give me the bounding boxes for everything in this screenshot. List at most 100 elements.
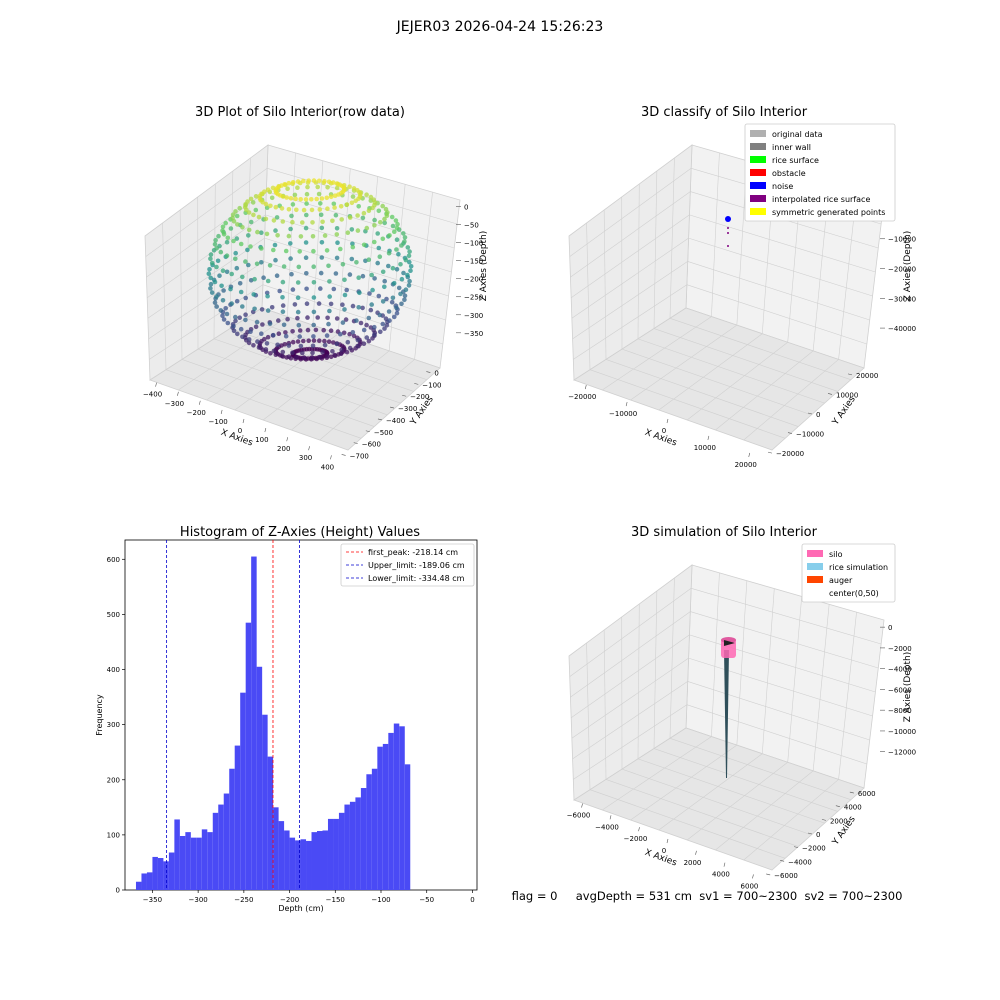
- gridline: [669, 157, 675, 319]
- simulation-objects: [721, 637, 736, 778]
- raw-point: [311, 248, 316, 254]
- raw-point: [399, 276, 405, 282]
- raw-point: [259, 260, 264, 265]
- x-tick-label: 0: [662, 427, 666, 435]
- raw-point: [306, 178, 312, 183]
- pane-floor: [573, 727, 865, 871]
- raw-point: [282, 342, 288, 347]
- hist-bars: [135, 556, 411, 890]
- z-tick-label: 0: [888, 624, 892, 632]
- classify-legend: original data inner wall rice surface obsta…: [744, 123, 896, 222]
- raw-point: [298, 343, 304, 349]
- raw-point: [331, 340, 336, 345]
- raw-point: [295, 339, 301, 344]
- raw-point: [311, 334, 316, 339]
- raw-point: [294, 355, 299, 360]
- raw-point: [322, 338, 327, 344]
- gridline: [234, 333, 339, 411]
- legend-label: interpolated rice surface: [772, 195, 870, 204]
- raw-point: [265, 293, 270, 299]
- raw-point: [326, 179, 332, 185]
- hist-bar: [355, 797, 361, 890]
- raw-point: [347, 184, 352, 189]
- raw-point: [375, 260, 381, 266]
- x-tick-mark: [220, 409, 223, 415]
- raw-point: [342, 292, 348, 298]
- raw-point: [238, 326, 244, 332]
- y-tick-label: −400: [386, 417, 405, 425]
- gridline: [602, 736, 712, 811]
- hist-bar: [333, 818, 339, 890]
- raw-point: [230, 212, 236, 217]
- y-tick-label: −10000: [796, 431, 824, 439]
- raw-point: [251, 292, 256, 297]
- y-tick-mark: [793, 846, 799, 848]
- raw-point: [284, 195, 290, 200]
- raw-point: [390, 265, 396, 271]
- y-tick-label: 0: [116, 887, 120, 895]
- gridline: [688, 657, 873, 717]
- gridline: [711, 572, 720, 737]
- raw-point: [213, 237, 218, 243]
- raw-point: [361, 327, 367, 333]
- raw-point: [326, 321, 331, 327]
- y-tick-mark: [766, 873, 771, 876]
- y-tick-label: 0: [816, 831, 820, 839]
- gridline: [319, 359, 415, 441]
- legend-label: rice simulation: [829, 563, 888, 572]
- y-tick-mark: [807, 412, 813, 415]
- y-tick-label: 200: [107, 776, 120, 784]
- raw-point: [389, 214, 395, 220]
- raw-point: [355, 228, 361, 233]
- raw-point: [334, 185, 340, 191]
- raw-point: [372, 332, 377, 338]
- gridline: [637, 758, 825, 824]
- gridline: [569, 168, 692, 257]
- hist-bar: [251, 556, 257, 890]
- raw-point: [311, 178, 317, 183]
- raw-point: [311, 280, 317, 285]
- raw-point: [394, 305, 399, 311]
- legend-label: silo: [829, 550, 843, 559]
- raw-point: [368, 307, 374, 313]
- z-tick-label: −250: [464, 294, 483, 302]
- raw-point: [401, 231, 406, 236]
- gridline: [569, 588, 692, 677]
- raw-point: [387, 233, 392, 238]
- raw-point: [206, 271, 212, 277]
- y-tick-mark: [389, 406, 395, 409]
- y-tick-mark: [827, 393, 833, 395]
- auger-shaft: [724, 650, 729, 778]
- raw-point: [267, 263, 273, 268]
- hist-bar: [157, 858, 164, 890]
- x-tick-mark: [748, 452, 751, 457]
- hist-bar: [349, 801, 356, 890]
- raw-point: [301, 355, 307, 360]
- x-tick-label: −50: [419, 896, 434, 904]
- z-tick-label: −10000: [888, 728, 916, 736]
- raw-point: [355, 337, 361, 343]
- legend-swatch: [750, 182, 766, 189]
- y-tick-mark: [835, 805, 840, 808]
- gridline: [605, 359, 799, 427]
- hist-bar: [377, 746, 383, 890]
- legend-label: original data: [772, 130, 823, 139]
- y-tick-label: −500: [374, 429, 393, 437]
- raw-point: [231, 323, 236, 329]
- raw-point: [271, 218, 277, 223]
- hist-bar: [327, 818, 334, 890]
- raw-point: [402, 297, 407, 303]
- hist-bar: [146, 872, 153, 890]
- legend-swatch: [750, 208, 766, 215]
- gridline: [669, 738, 851, 800]
- raw-point: [220, 298, 226, 303]
- raw-point: [273, 257, 278, 263]
- raw-point: [339, 347, 345, 353]
- raw-point: [221, 317, 227, 322]
- hist-bar: [256, 666, 263, 890]
- x-tick-label: −10000: [609, 410, 637, 418]
- raw-point: [212, 279, 218, 285]
- gridline: [265, 214, 452, 273]
- gridline: [669, 577, 675, 739]
- raw-point: [252, 276, 257, 282]
